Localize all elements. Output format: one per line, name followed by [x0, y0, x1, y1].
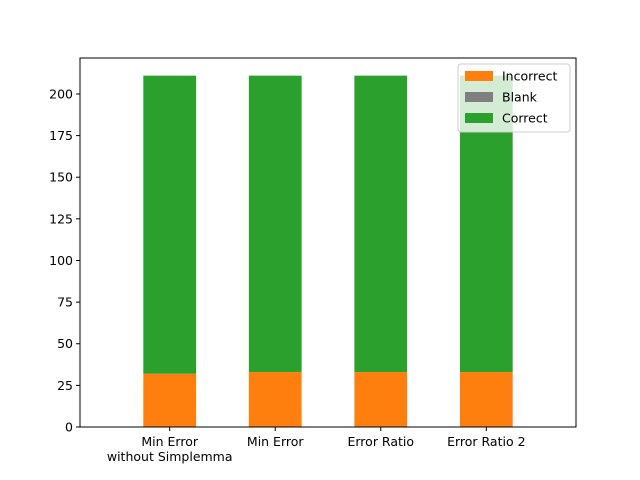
y-tick-label: 100	[49, 253, 73, 268]
x-tick-label: Min Error	[141, 434, 198, 449]
legend-label-blank: Blank	[502, 90, 538, 105]
bar-correct-2	[248, 75, 302, 373]
bar-incorrect-2	[248, 372, 302, 427]
bar-correct-3	[354, 75, 408, 373]
y-tick-label: 175	[49, 128, 73, 143]
y-tick-label: 75	[57, 295, 73, 310]
y-tick-label: 0	[65, 420, 73, 435]
bar-incorrect-1	[143, 373, 197, 427]
x-tick-label: Error Ratio 2	[447, 434, 525, 449]
y-tick-label: 125	[49, 211, 73, 226]
y-tick-label: 200	[49, 86, 73, 101]
legend-swatch-blank	[465, 92, 493, 102]
y-tick-label: 50	[57, 336, 73, 351]
x-tick-label: Error Ratio	[347, 434, 414, 449]
y-axis: 0 25 50 75 100 125 150 175 200	[49, 86, 80, 435]
x-tick-label: without Simplemma	[107, 449, 233, 464]
bar-incorrect-3	[354, 372, 408, 427]
bar-incorrect-4	[459, 372, 513, 427]
legend: Incorrect Blank Correct	[457, 63, 571, 133]
legend-swatch-correct	[465, 113, 493, 123]
legend-label-correct: Correct	[502, 111, 548, 126]
legend-swatch-incorrect	[465, 71, 493, 81]
x-tick-label: Min Error	[247, 434, 304, 449]
legend-label-incorrect: Incorrect	[502, 69, 557, 84]
bar-correct-1	[143, 75, 197, 374]
y-tick-label: 150	[49, 170, 73, 185]
bars-layer	[143, 75, 513, 427]
plot-frame	[79, 57, 577, 428]
y-tick-label: 25	[57, 378, 73, 393]
